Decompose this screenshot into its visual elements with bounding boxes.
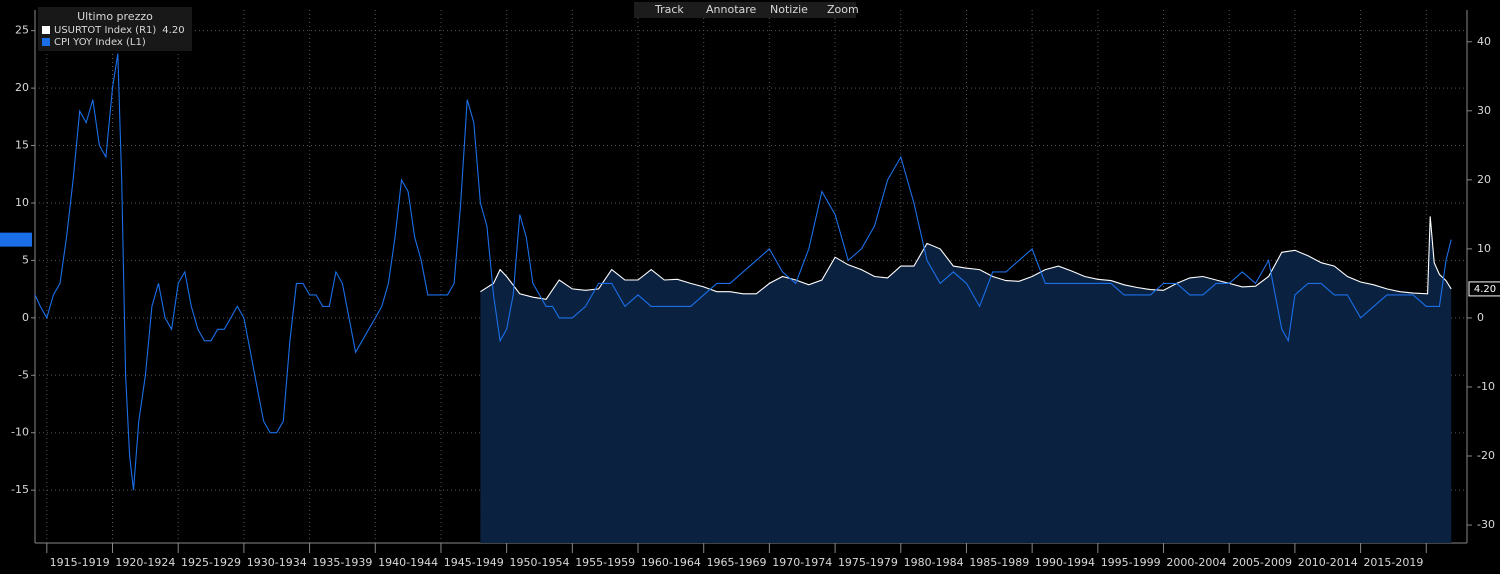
y2-tick-label: 40 [1477, 35, 1491, 48]
x-tick-label: 1970-1974 [772, 556, 832, 569]
y2-tick-label: 30 [1477, 104, 1491, 117]
legend-label: USURTOT Index (R1) 4.20 [54, 25, 185, 36]
x-tick-label: 1955-1959 [575, 556, 635, 569]
last-value-tag [0, 232, 32, 247]
x-tick-label: 1930-1934 [247, 556, 307, 569]
legend-swatch [42, 26, 50, 34]
y-tick-label: -5 [18, 368, 29, 381]
y-tick-label: 5 [22, 253, 29, 266]
y-tick-label: -15 [11, 483, 29, 496]
legend: Ultimo prezzo [38, 7, 192, 51]
plot-area [31, 10, 1472, 553]
x-tick-label: 1995-1999 [1101, 556, 1161, 569]
last-value-label: 4.20 [1474, 284, 1496, 295]
y2-tick-label: 0 [1477, 311, 1484, 324]
area [480, 216, 1452, 543]
x-tick-label: 1990-1994 [1035, 556, 1095, 569]
x-tick-label: 1935-1939 [312, 556, 372, 569]
x-tick-label: 1985-1989 [969, 556, 1029, 569]
y2-tick-label: 20 [1477, 173, 1491, 186]
legend-name: CPI YOY Index (L1) [54, 37, 146, 48]
y-tick-label: 0 [22, 311, 29, 324]
line [34, 53, 1452, 491]
toolbar-button[interactable]: Zoom [827, 3, 859, 16]
y2-tick-label: -30 [1477, 518, 1495, 531]
y-tick-label: 10 [15, 196, 29, 209]
y-tick-label: -10 [11, 426, 29, 439]
x-tick-label: 1965-1969 [707, 556, 767, 569]
line [480, 216, 1452, 300]
y2-tick-label: 10 [1477, 242, 1491, 255]
x-tick-label: 1980-1984 [904, 556, 964, 569]
y2-tick-label: -10 [1477, 380, 1495, 393]
legend-value: 4.20 [162, 25, 184, 36]
x-tick-label: 2015-2019 [1363, 556, 1423, 569]
x-tick-label: 1925-1929 [181, 556, 241, 569]
toolbar: Track Annotare Notizie Zoom [634, 2, 859, 18]
toolbar-button[interactable]: Annotare [706, 3, 757, 16]
x-tick-label: 1915-1919 [50, 556, 110, 569]
toolbar-button[interactable]: Notizie [770, 3, 808, 16]
x-tick-label: 1940-1944 [378, 556, 438, 569]
x-tick-label: 2010-2014 [1298, 556, 1358, 569]
legend-name: USURTOT Index (R1) [54, 25, 156, 36]
legend-swatch [42, 38, 50, 46]
toolbar-bg [634, 2, 856, 18]
legend-label: CPI YOY Index (L1) [54, 37, 146, 48]
last-value-tag [1468, 281, 1500, 297]
x-tick-label: 2000-2004 [1166, 556, 1226, 569]
toolbar-button[interactable]: Track [654, 3, 684, 16]
x-tick-label: 1920-1924 [115, 556, 175, 569]
y-tick-label: 25 [15, 24, 29, 37]
legend-title: Ultimo prezzo [77, 10, 153, 23]
x-tick-label: 1975-1979 [838, 556, 898, 569]
y2-tick-label: -20 [1477, 449, 1495, 462]
x-tick-label: 1945-1949 [444, 556, 504, 569]
y-tick-label: 20 [15, 81, 29, 94]
x-tick-label: 1950-1954 [510, 556, 570, 569]
y-tick-label: 15 [15, 139, 29, 152]
x-tick-label: 1960-1964 [641, 556, 701, 569]
x-tick-label: 2005-2009 [1232, 556, 1292, 569]
legend-bg [38, 7, 192, 51]
